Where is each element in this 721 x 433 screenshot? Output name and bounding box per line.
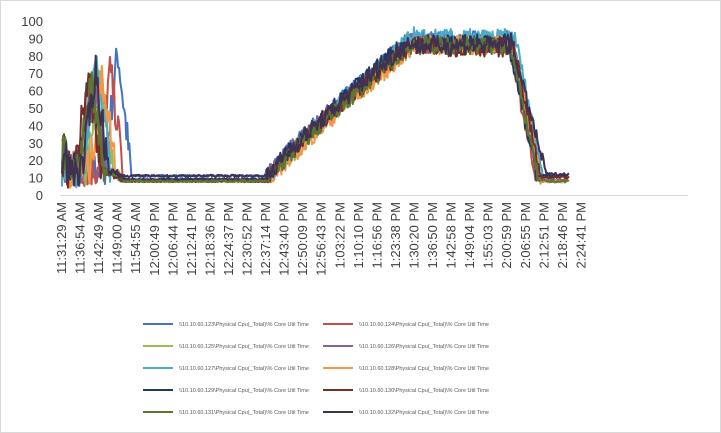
x-tick-label: 11:42:49 AM — [91, 202, 106, 274]
series-line — [61, 29, 567, 187]
y-tick-label: 80 — [29, 49, 43, 64]
x-tick-label: 12:43:40 PM — [277, 202, 292, 276]
legend-label: \\10.10.60.125\Physical Cpu(_Total)\% Co… — [179, 344, 309, 350]
x-tick-label: 1:49:04 PM — [462, 202, 477, 269]
y-tick-label: 100 — [21, 14, 43, 29]
series-line — [61, 32, 570, 187]
legend-label: \\10.10.60.124\Physical Cpu(_Total)\% Co… — [359, 322, 489, 328]
legend-label: \\10.10.60.128\Physical Cpu(_Total)\% Co… — [359, 366, 489, 372]
y-tick-label: 10 — [29, 171, 43, 186]
legend-label: \\10.10.60.126\Physical Cpu(_Total)\% Co… — [359, 344, 489, 350]
x-tick-label: 12:56:43 PM — [314, 202, 329, 276]
x-tick-label: 1:30:20 PM — [406, 202, 421, 269]
x-tick-label: 12:30:52 PM — [240, 202, 255, 276]
series-line — [61, 31, 567, 187]
y-tick-label: 50 — [29, 101, 43, 116]
x-tick-label: 1:23:38 PM — [388, 202, 403, 269]
x-tick-label: 11:36:54 AM — [73, 202, 88, 274]
x-tick-label: 12:50:09 PM — [295, 202, 310, 276]
x-tick-label: 12:12:41 PM — [184, 202, 199, 276]
y-tick-label: 90 — [29, 31, 43, 46]
legend-label: \\10.10.60.129\Physical Cpu(_Total)\% Co… — [179, 388, 309, 394]
x-tick-label: 2:12:51 PM — [536, 202, 551, 269]
legend-label: \\10.10.60.132\Physical Cpu(_Total)\% Co… — [359, 410, 489, 416]
x-tick-label: 2:24:41 PM — [573, 202, 588, 269]
legend: \\10.10.60.123\Physical Cpu(_Total)\% Co… — [143, 322, 489, 416]
y-tick-label: 70 — [29, 66, 43, 81]
y-tick-label: 40 — [29, 118, 43, 133]
series-line — [61, 36, 570, 189]
series-line — [61, 35, 567, 186]
y-tick-label: 60 — [29, 84, 43, 99]
series-line — [61, 35, 570, 186]
x-tick-label: 12:06:44 PM — [165, 202, 180, 276]
x-tick-label: 12:00:49 PM — [147, 202, 162, 276]
x-tick-label: 1:03:22 PM — [332, 202, 347, 269]
x-tick-label: 12:24:37 PM — [221, 202, 236, 276]
legend-label: \\10.10.60.123\Physical Cpu(_Total)\% Co… — [179, 322, 309, 328]
x-tick-label: 11:54:55 AM — [128, 202, 143, 274]
x-axis: 11:31:29 AM 11:36:54 AM 11:42:49 AM 11:49:0… — [54, 195, 688, 276]
x-tick-label: 11:49:00 AM — [110, 202, 125, 274]
x-tick-label: 1:42:58 PM — [444, 202, 459, 269]
y-axis: 0 10 20 30 40 50 60 70 80 90 100 — [21, 14, 43, 203]
x-tick-label: 2:06:55 PM — [518, 202, 533, 269]
x-tick-label: 12:37:14 PM — [258, 202, 273, 276]
y-tick-label: 0 — [36, 188, 43, 203]
x-tick-label: 11:31:29 AM — [54, 202, 69, 274]
x-tick-label: 1:16:56 PM — [369, 202, 384, 269]
x-tick-label: 12:18:36 PM — [202, 202, 217, 276]
legend-label: \\10.10.60.131\Physical Cpu(_Total)\% Co… — [179, 410, 309, 416]
x-tick-label: 1:55:03 PM — [481, 202, 496, 269]
series-line — [61, 33, 569, 183]
series-line — [61, 32, 568, 184]
legend-label: \\10.10.60.127\Physical Cpu(_Total)\% Co… — [179, 366, 309, 372]
x-tick-label: 2:00:59 PM — [499, 202, 514, 269]
x-tick-label: 2:18:46 PM — [555, 202, 570, 269]
x-tick-label: 1:36:50 PM — [425, 202, 440, 269]
series-line — [61, 35, 569, 189]
y-tick-label: 30 — [29, 136, 43, 151]
plot-area — [61, 26, 570, 189]
y-tick-label: 20 — [29, 153, 43, 168]
x-tick-label: 1:10:10 PM — [351, 202, 366, 269]
legend-label: \\10.10.60.130\Physical Cpu(_Total)\% Co… — [359, 388, 489, 394]
